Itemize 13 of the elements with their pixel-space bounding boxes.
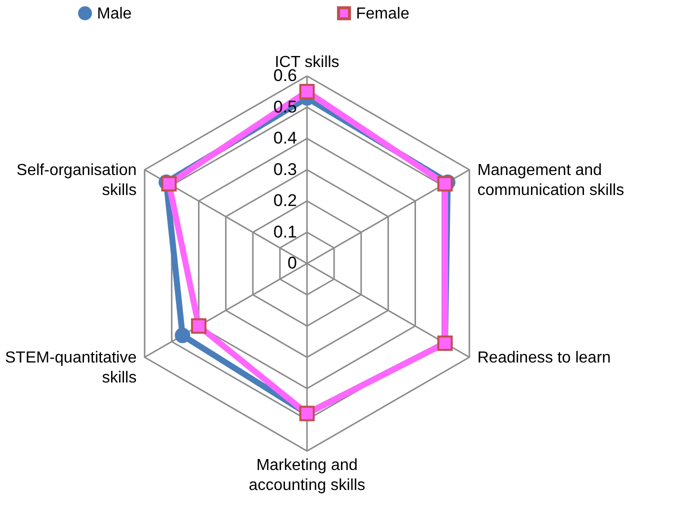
y-tick-label: 0.4: [273, 128, 297, 148]
legend-label: Female: [356, 5, 410, 22]
spoke-label: Self-organisation skills: [16, 162, 137, 199]
y-tick-label: 0.1: [273, 222, 297, 242]
spoke-label: Management and communication skills: [477, 162, 624, 199]
spoke-label: STEM-quantitative skills: [5, 349, 137, 386]
spoke-label: Readiness to learn: [477, 349, 611, 366]
y-tick-label: 0.6: [273, 66, 297, 85]
legend-label: Male: [97, 5, 132, 22]
spoke-label: Marketing and accounting skills: [248, 457, 366, 494]
y-tick-label: 0.3: [273, 160, 297, 179]
y-tick-label: 0: [288, 254, 297, 272]
y-tick-label: 0.2: [273, 191, 297, 210]
